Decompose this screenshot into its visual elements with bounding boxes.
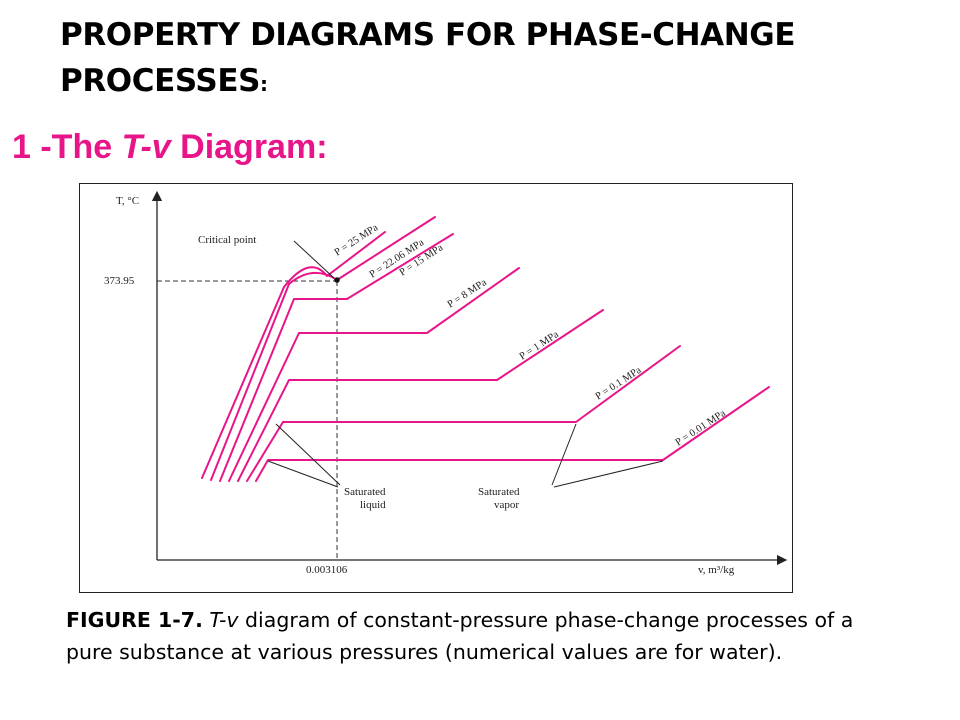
saturated-vapor-label-line1: Saturated — [478, 486, 520, 498]
critical-temperature-label: 373.95 — [104, 275, 135, 287]
saturated-liquid-label-line2: liquid — [360, 499, 386, 511]
slide-title-text: PROPERTY DIAGRAMS FOR PHASE-CHANGE PROCE… — [60, 17, 796, 99]
saturated-liquid-label-line1: Saturated — [344, 486, 386, 498]
critical-volume-label: 0.003106 — [306, 564, 348, 576]
pressure-label-0-1mpa: P = 0.1 MPa — [594, 365, 644, 403]
saturated-vapor-leaders — [551, 423, 664, 488]
saturated-liquid-leaders — [267, 423, 341, 488]
diagram-heading: 1 -The T-v Diagram: — [12, 128, 328, 167]
isobar-8mpa — [228, 267, 520, 482]
tv-diagram-figure: T, °C v, m³/kg 373.95 0.003106 Critical … — [79, 183, 793, 593]
figure-number: FIGURE 1-7. — [66, 608, 203, 632]
slide-title-colon: : — [260, 72, 268, 96]
pressure-label-0-01mpa: P = 0.01 MPa — [674, 408, 728, 449]
isobar-0-01mpa — [255, 386, 770, 482]
critical-point-marker — [334, 277, 340, 283]
slide-title: PROPERTY DIAGRAMS FOR PHASE-CHANGE PROCE… — [60, 12, 920, 107]
critical-point-leader — [293, 240, 335, 279]
diagram-heading-italic: T-v — [121, 128, 171, 166]
isobar-lines — [201, 216, 770, 482]
saturated-vapor-label-line2: vapor — [494, 499, 519, 511]
figure-caption: FIGURE 1-7. T-v diagram of constant-pres… — [66, 604, 896, 668]
y-axis-label: T, °C — [116, 195, 139, 207]
diagram-heading-suffix: Diagram: — [170, 128, 328, 166]
critical-point-label: Critical point — [198, 234, 256, 246]
isobar-15mpa — [219, 233, 454, 482]
isobar-0-1mpa — [246, 345, 681, 482]
x-axis-label: v, m³/kg — [698, 564, 735, 576]
caption-italic-term: T-v — [209, 608, 239, 632]
isobar-1mpa — [237, 309, 604, 482]
diagram-heading-prefix: 1 -The — [12, 128, 122, 166]
pressure-label-1mpa: P = 1 MPa — [518, 329, 561, 363]
caption-text: diagram of constant-pressure phase-chang… — [66, 608, 854, 664]
tv-diagram: T, °C v, m³/kg 373.95 0.003106 Critical … — [104, 190, 788, 576]
